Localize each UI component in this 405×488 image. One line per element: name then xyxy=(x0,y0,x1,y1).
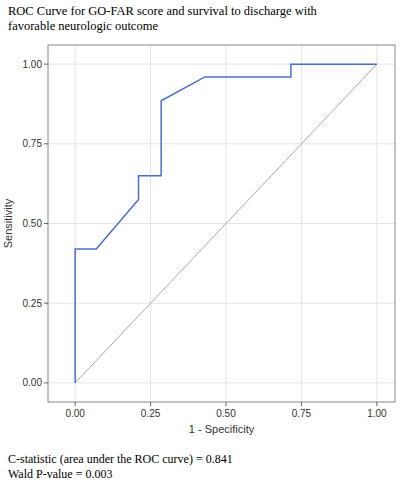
tick xyxy=(150,402,151,406)
grid-line xyxy=(48,223,395,224)
tick-label: 0.00 xyxy=(23,377,43,388)
grid-line xyxy=(48,382,395,383)
tick-label: 0.50 xyxy=(216,408,236,419)
reference-line xyxy=(75,64,377,383)
tick-label: 0.00 xyxy=(65,408,85,419)
tick-label: 0.25 xyxy=(23,298,43,309)
grid-line xyxy=(48,303,395,304)
title: ROC Curve for GO-FAR score and survival … xyxy=(8,4,318,18)
plot-frame xyxy=(48,45,395,402)
grid-line xyxy=(48,143,395,144)
tick xyxy=(44,382,48,383)
tick-label: 1.00 xyxy=(23,59,43,70)
tick xyxy=(44,223,48,224)
chart: ROC Curve for GO-FAR score and survival … xyxy=(0,0,405,488)
tick-label: 0.75 xyxy=(292,408,312,419)
plot-area xyxy=(75,64,377,383)
y-axis-label: Sensitivity xyxy=(2,198,14,248)
background xyxy=(0,0,405,488)
tick-label: 0.50 xyxy=(23,218,43,229)
title: favorable neurologic outcome xyxy=(8,19,158,33)
annotation: Wald P-value = 0.003 xyxy=(8,467,112,481)
roc-curve xyxy=(75,64,377,383)
x-axis-label: 1 - Specificity xyxy=(189,423,255,435)
tick xyxy=(75,402,76,406)
tick xyxy=(44,64,48,65)
tick xyxy=(301,402,302,406)
tick-label: 0.75 xyxy=(23,138,43,149)
tick xyxy=(44,143,48,144)
tick-label: 1.00 xyxy=(367,408,387,419)
tick xyxy=(376,402,377,406)
annotation: C-statistic (area under the ROC curve) =… xyxy=(8,452,233,466)
tick-label: 0.25 xyxy=(141,408,161,419)
tick xyxy=(44,303,48,304)
tick xyxy=(226,402,227,406)
